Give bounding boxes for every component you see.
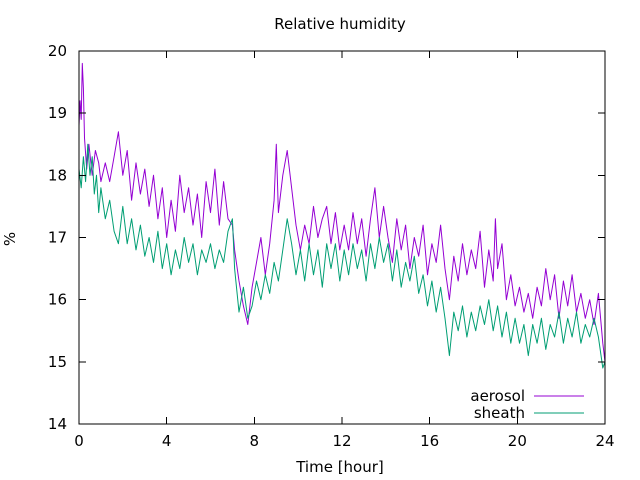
- x-tick-label: 4: [162, 432, 172, 450]
- x-tick-label: 16: [420, 432, 439, 450]
- legend-label-sheath: sheath: [474, 404, 525, 422]
- tick-layer: 0 4 8 12 16 20 24 14 15 16 17 18 19 20: [48, 42, 615, 450]
- series-line-aerosol: [78, 62, 606, 362]
- plot-frame: [78, 50, 606, 425]
- x-tick-label: 24: [595, 432, 614, 450]
- y-axis-label: %: [1, 232, 19, 246]
- y-tick-label: 15: [48, 353, 67, 371]
- legend-label-aerosol: aerosol: [470, 387, 525, 405]
- y-tick-label: 14: [48, 415, 67, 433]
- chart-title: Relative humidity: [274, 15, 406, 33]
- y-tick-label: 16: [48, 291, 67, 309]
- series-layer: [78, 62, 606, 369]
- x-tick-label: 12: [332, 432, 351, 450]
- y-tick-label: 19: [48, 104, 67, 122]
- x-axis-label: Time [hour]: [295, 458, 384, 476]
- y-tick-label: 17: [48, 229, 67, 247]
- y-tick-label: 20: [48, 42, 67, 60]
- x-tick-label: 0: [74, 432, 84, 450]
- x-tick-label: 8: [250, 432, 260, 450]
- legend: aerosol sheath: [470, 387, 584, 422]
- x-tick-label: 20: [508, 432, 527, 450]
- series-line-sheath: [78, 143, 606, 369]
- y-tick-label: 18: [48, 166, 67, 184]
